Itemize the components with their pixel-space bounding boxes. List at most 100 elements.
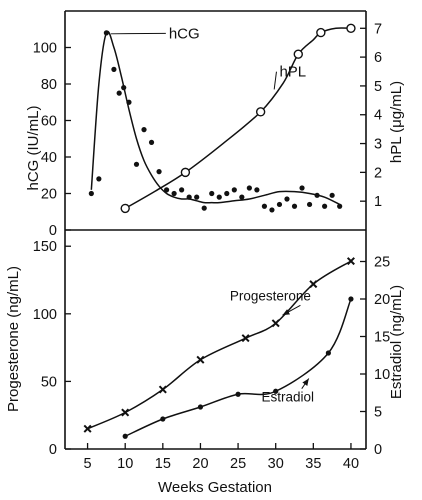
hcg-axis-label: hCG (IU/mL) bbox=[25, 105, 42, 190]
hcg-point bbox=[329, 192, 335, 198]
hcg-point bbox=[103, 30, 109, 36]
hcg-point bbox=[88, 190, 94, 197]
hpl-point bbox=[293, 49, 303, 59]
estradiol-point bbox=[273, 388, 279, 394]
top-right-tick-label: 4 bbox=[374, 108, 382, 124]
hcg-point bbox=[231, 187, 237, 193]
estradiol-point bbox=[235, 391, 241, 397]
x-axis-label: Weeks Gestation bbox=[158, 479, 272, 496]
progesterone-point bbox=[241, 334, 250, 343]
estradiol-label: Estradiol bbox=[261, 390, 314, 405]
hcg-point bbox=[171, 190, 177, 197]
hcg-point bbox=[141, 127, 147, 133]
bottom-left-tick-label: 0 bbox=[49, 442, 57, 458]
bottom-right-tick-label: 5 bbox=[374, 405, 382, 421]
x-tick-label: 5 bbox=[84, 456, 92, 472]
progesterone-point bbox=[271, 319, 280, 328]
progesterone-arrow bbox=[282, 304, 301, 316]
bottom-right-tick-label: 10 bbox=[374, 367, 390, 383]
top-left-tick-label: 60 bbox=[41, 114, 57, 130]
hpl-label-leader bbox=[273, 71, 277, 90]
top-right-tick-label: 6 bbox=[374, 50, 382, 66]
hcg-hpl-panel: hCG (IU/mL) hPL (μg/mL) bbox=[25, 81, 405, 191]
hcg-point bbox=[209, 190, 215, 197]
estradiol-axis-label: Estradiol (ng/mL) bbox=[388, 285, 405, 399]
hcg-point bbox=[254, 187, 260, 193]
hpl-point bbox=[255, 107, 266, 117]
estradiol-point bbox=[160, 416, 166, 422]
hcg-point bbox=[194, 194, 200, 200]
progesterone-estradiol-panel: Progesterone (ng/mL) Estradiol (ng/mL) bbox=[5, 266, 405, 412]
estradiol-curve bbox=[124, 298, 352, 437]
x-tick-label: 30 bbox=[268, 456, 284, 472]
hcg-curve bbox=[90, 30, 340, 206]
hpl-point bbox=[316, 27, 326, 38]
top-right-tick-label: 2 bbox=[374, 165, 382, 181]
hcg-point bbox=[96, 176, 102, 182]
hcg-point bbox=[284, 196, 290, 202]
hcg-point bbox=[224, 190, 230, 197]
hpl-curve bbox=[124, 27, 351, 210]
hcg-point bbox=[126, 99, 132, 105]
progesterone-point bbox=[121, 408, 130, 417]
estradiol-point bbox=[325, 350, 331, 356]
top-left-tick-label: 80 bbox=[41, 77, 57, 93]
top-left-tick-label: 0 bbox=[49, 223, 57, 239]
hcg-point bbox=[291, 203, 298, 209]
x-tick-label: 25 bbox=[230, 456, 246, 472]
bottom-right-tick-label: 20 bbox=[374, 292, 390, 308]
top-left-tick-label: 100 bbox=[33, 41, 57, 57]
hcg-point bbox=[156, 169, 162, 175]
progesterone-label: Progesterone bbox=[230, 288, 311, 303]
x-tick-label: 15 bbox=[155, 456, 171, 472]
x-tick-label: 10 bbox=[117, 456, 133, 472]
hcg-point bbox=[337, 203, 343, 209]
hpl-point bbox=[346, 23, 356, 33]
hcg-point bbox=[261, 203, 268, 209]
hcg-point bbox=[246, 185, 252, 191]
bottom-left-tick-label: 150 bbox=[33, 239, 57, 255]
hpl-point bbox=[180, 167, 191, 178]
hcg-point bbox=[121, 85, 127, 91]
hcg-point bbox=[239, 194, 245, 200]
top-right-tick-label: 1 bbox=[374, 194, 382, 210]
progesterone-axis-label: Progesterone (ng/mL) bbox=[5, 266, 22, 412]
hcg-point bbox=[322, 203, 328, 209]
hcg-point bbox=[306, 201, 313, 208]
x-tick-label: 40 bbox=[343, 456, 359, 472]
progesterone-point bbox=[196, 355, 205, 364]
hcg-point bbox=[163, 187, 170, 193]
x-tick-label: 20 bbox=[192, 456, 208, 472]
hcg-point bbox=[116, 90, 122, 96]
estradiol-arrow bbox=[301, 378, 310, 389]
top-left-tick-label: 40 bbox=[41, 150, 57, 166]
hcg-point bbox=[179, 187, 185, 193]
bottom-right-tick-label: 15 bbox=[374, 330, 390, 346]
x-tick-label: 35 bbox=[305, 456, 321, 472]
hpl-axis-label: hPL (μg/mL) bbox=[388, 81, 405, 163]
hcg-point bbox=[299, 185, 305, 191]
bottom-right-tick-label: 25 bbox=[374, 255, 390, 271]
hcg-point bbox=[269, 207, 275, 213]
hcg-point bbox=[186, 194, 192, 200]
hcg-point bbox=[148, 139, 155, 145]
bottom-left-tick-label: 100 bbox=[33, 307, 57, 323]
hcg-point bbox=[201, 205, 207, 211]
bottom-right-tick-label: 0 bbox=[374, 442, 382, 458]
hcg-label: hCG bbox=[169, 25, 200, 42]
estradiol-point bbox=[348, 296, 354, 302]
estradiol-point bbox=[197, 404, 204, 410]
hpl-point bbox=[120, 203, 130, 214]
bottom-left-tick-label: 50 bbox=[41, 374, 57, 390]
hcg-point bbox=[111, 66, 117, 72]
hcg-point bbox=[276, 201, 283, 208]
progesterone-point bbox=[309, 280, 318, 289]
top-right-tick-label: 7 bbox=[374, 21, 382, 37]
hcg-point bbox=[314, 192, 320, 198]
hpl-label: hPL bbox=[279, 64, 306, 81]
progesterone-point bbox=[83, 424, 92, 433]
top-right-tick-label: 3 bbox=[374, 137, 382, 153]
top-left-tick-label: 20 bbox=[41, 187, 57, 203]
progesterone-point bbox=[158, 385, 167, 394]
